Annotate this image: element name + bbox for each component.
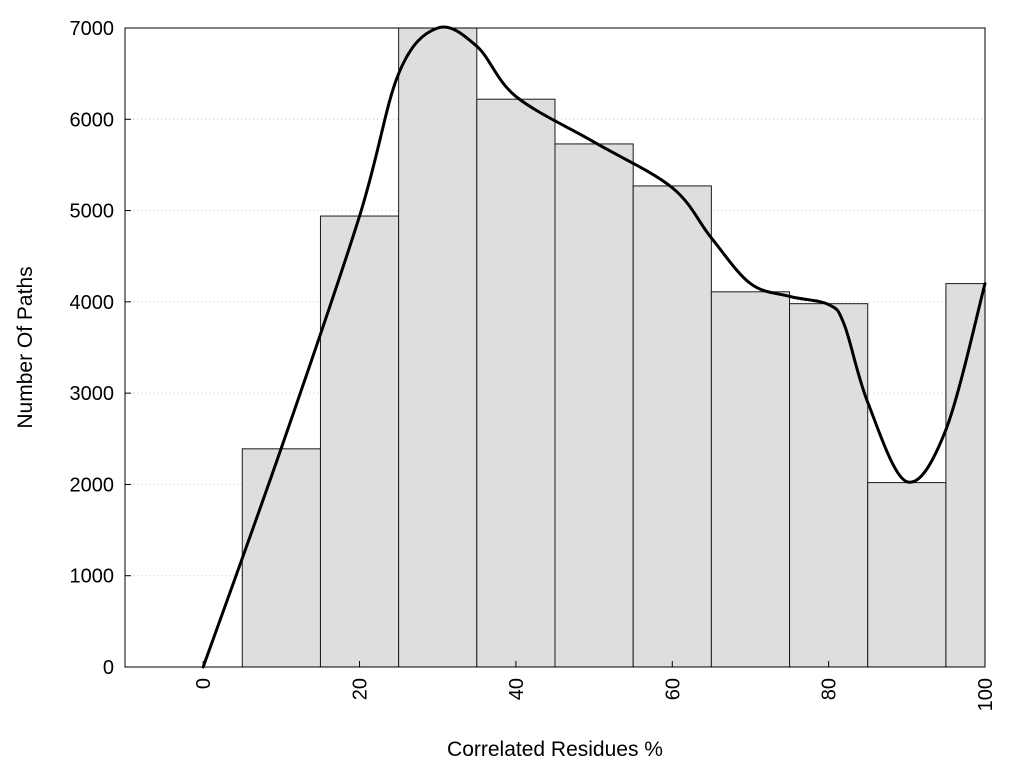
x-tick-label: 20 (350, 678, 372, 700)
histogram-bar-10 (241, 448, 321, 668)
y-tick-label: 3000 (70, 383, 115, 405)
histogram-bar-100 (945, 283, 986, 668)
histogram-bar-70 (710, 291, 791, 668)
histogram-bar-80 (789, 303, 869, 668)
x-tick-label: 60 (662, 678, 684, 700)
line-layer (201, 25, 987, 669)
plot-frame (124, 27, 986, 668)
x-tick-label: 80 (819, 678, 841, 700)
y-tick-label: 0 (103, 657, 114, 679)
y-tick-label: 7000 (70, 18, 115, 40)
x-axis-ticks: 0 20 40 60 80 100 (193, 661, 997, 711)
y-tick-label: 4000 (70, 292, 115, 314)
y-axis-ticks: 0 1000 2000 3000 4000 5000 6000 7000 (70, 18, 131, 679)
x-tick-label: 100 (975, 678, 997, 711)
y-tick-label: 5000 (70, 201, 115, 223)
histogram-bar-60 (632, 185, 712, 668)
y-axis-label: Number Of Paths (14, 266, 37, 428)
bars-layer (241, 27, 986, 668)
histogram-bar-40 (476, 98, 556, 668)
histogram-bar-30 (398, 27, 478, 668)
histogram-bar-20 (319, 215, 400, 668)
smoothed-curve (201, 25, 987, 669)
y-tick-label: 1000 (70, 566, 115, 588)
y-tick-label: 2000 (70, 474, 115, 496)
histogram-bar-90 (867, 482, 947, 668)
x-tick-label: 40 (506, 678, 528, 700)
x-tick-label: 0 (193, 678, 215, 689)
x-axis-label: Correlated Residues % (447, 738, 663, 761)
histogram-bar-50 (554, 143, 634, 668)
y-tick-label: 6000 (70, 109, 115, 131)
